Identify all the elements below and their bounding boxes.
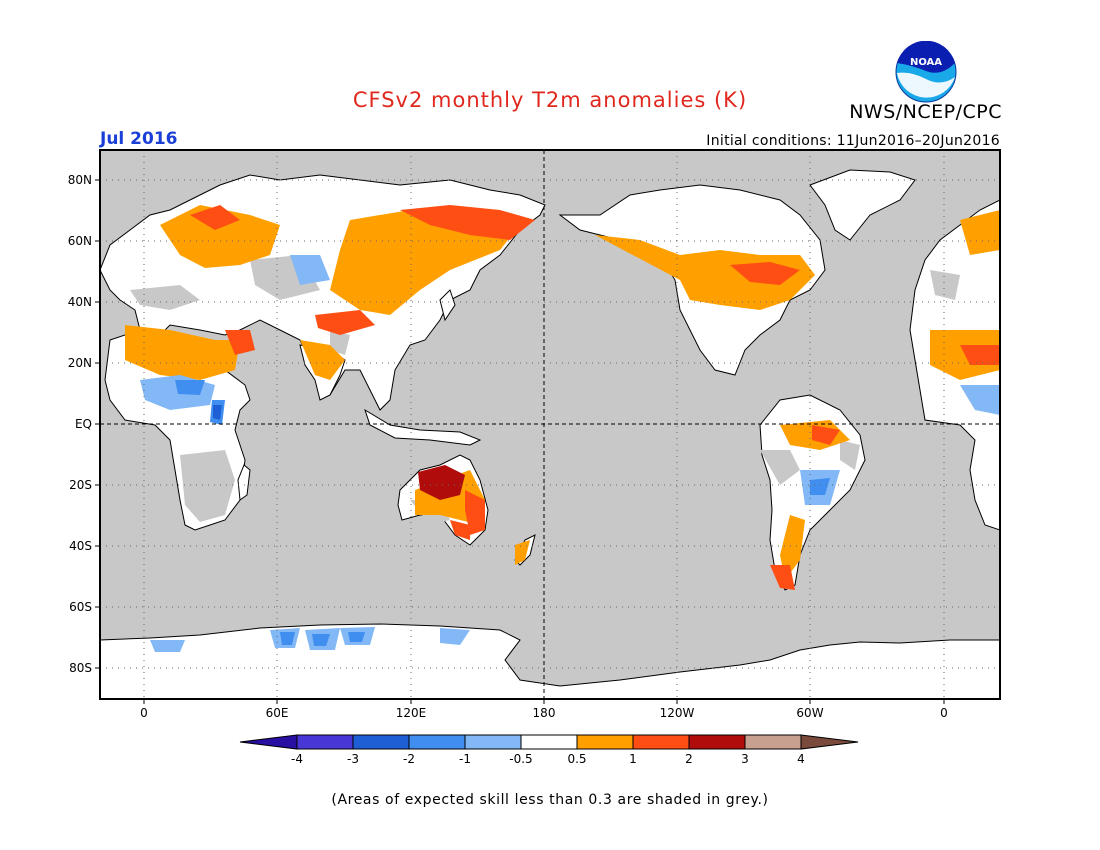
colorbar-swatch — [408, 734, 466, 750]
cool-anomalies-0.5-1 — [140, 255, 1000, 652]
lat-label-40n: 40N — [67, 295, 92, 309]
colorbar-swatch — [576, 734, 634, 750]
warm-anomalies-2-3 — [418, 465, 465, 500]
lat-label-60s: 60S — [69, 600, 92, 614]
colorbar-swatch — [520, 734, 578, 750]
warm-anomalies-1-2 — [190, 205, 1000, 590]
lon-label-60w: 60W — [796, 706, 824, 720]
colorbar-label-minus0.5: -0.5 — [509, 752, 533, 766]
noaa-logo: NOAA — [895, 41, 957, 103]
logo-text: NOAA — [910, 57, 942, 68]
colorbar-label-4: 4 — [797, 752, 805, 766]
graticule — [100, 150, 1000, 699]
colorbar-label-1: 1 — [629, 752, 637, 766]
colorbar-arrow-high — [800, 734, 859, 750]
month-label: Jul 2016 — [100, 129, 178, 149]
colorbar-label-minus1: -1 — [459, 752, 471, 766]
colorbar-label-3: 3 — [741, 752, 749, 766]
lat-label-20n: 20N — [67, 356, 92, 370]
colorbar-swatch — [464, 734, 522, 750]
colorbar-swatch — [688, 734, 746, 750]
map-title: CFSv2 monthly T2m anomalies (K) — [352, 88, 748, 112]
lat-label-40s: 40S — [69, 539, 92, 553]
indonesia — [364, 408, 482, 446]
colorbar-label-minus2: -2 — [403, 752, 415, 766]
lat-label-60n: 60N — [67, 234, 92, 248]
lon-label-0-east: 0 — [940, 706, 948, 720]
madagascar — [237, 464, 251, 501]
lon-label-120w: 120W — [659, 706, 695, 720]
lat-label-eq: EQ — [74, 417, 92, 431]
skill-footnote: (Areas of expected skill less than 0.3 a… — [331, 792, 769, 808]
greenland — [809, 169, 916, 241]
cool-anomalies-1-2 — [175, 380, 830, 646]
colorbar-label-minus3: -3 — [347, 752, 359, 766]
lat-label-80n: 80N — [67, 173, 92, 187]
initial-conditions-label: Initial conditions: 11Jun2016–20Jun2016 — [706, 133, 1000, 149]
colorbar-label-minus4: -4 — [291, 752, 303, 766]
lon-label-60e: 60E — [265, 706, 289, 720]
lon-label-120e: 120E — [395, 706, 427, 720]
colorbar-label-0.5: 0.5 — [567, 752, 587, 766]
colorbar-swatch — [352, 734, 410, 750]
japan — [439, 289, 456, 322]
axis-ticks — [95, 179, 945, 704]
colorbar-swatch — [744, 734, 802, 750]
organization-label: NWS/NCEP/CPC — [849, 101, 1002, 123]
colorbar-label-2: 2 — [685, 752, 693, 766]
lon-label-180: 180 — [532, 706, 556, 720]
colorbar-swatch — [296, 734, 354, 750]
lat-label-80s: 80S — [69, 661, 92, 675]
lon-label-0: 0 — [140, 706, 148, 720]
cool-anomalies-2-3 — [213, 405, 222, 420]
lat-label-20s: 20S — [69, 478, 92, 492]
colorbar-arrow-low — [239, 734, 298, 750]
colorbar-swatch — [632, 734, 690, 750]
